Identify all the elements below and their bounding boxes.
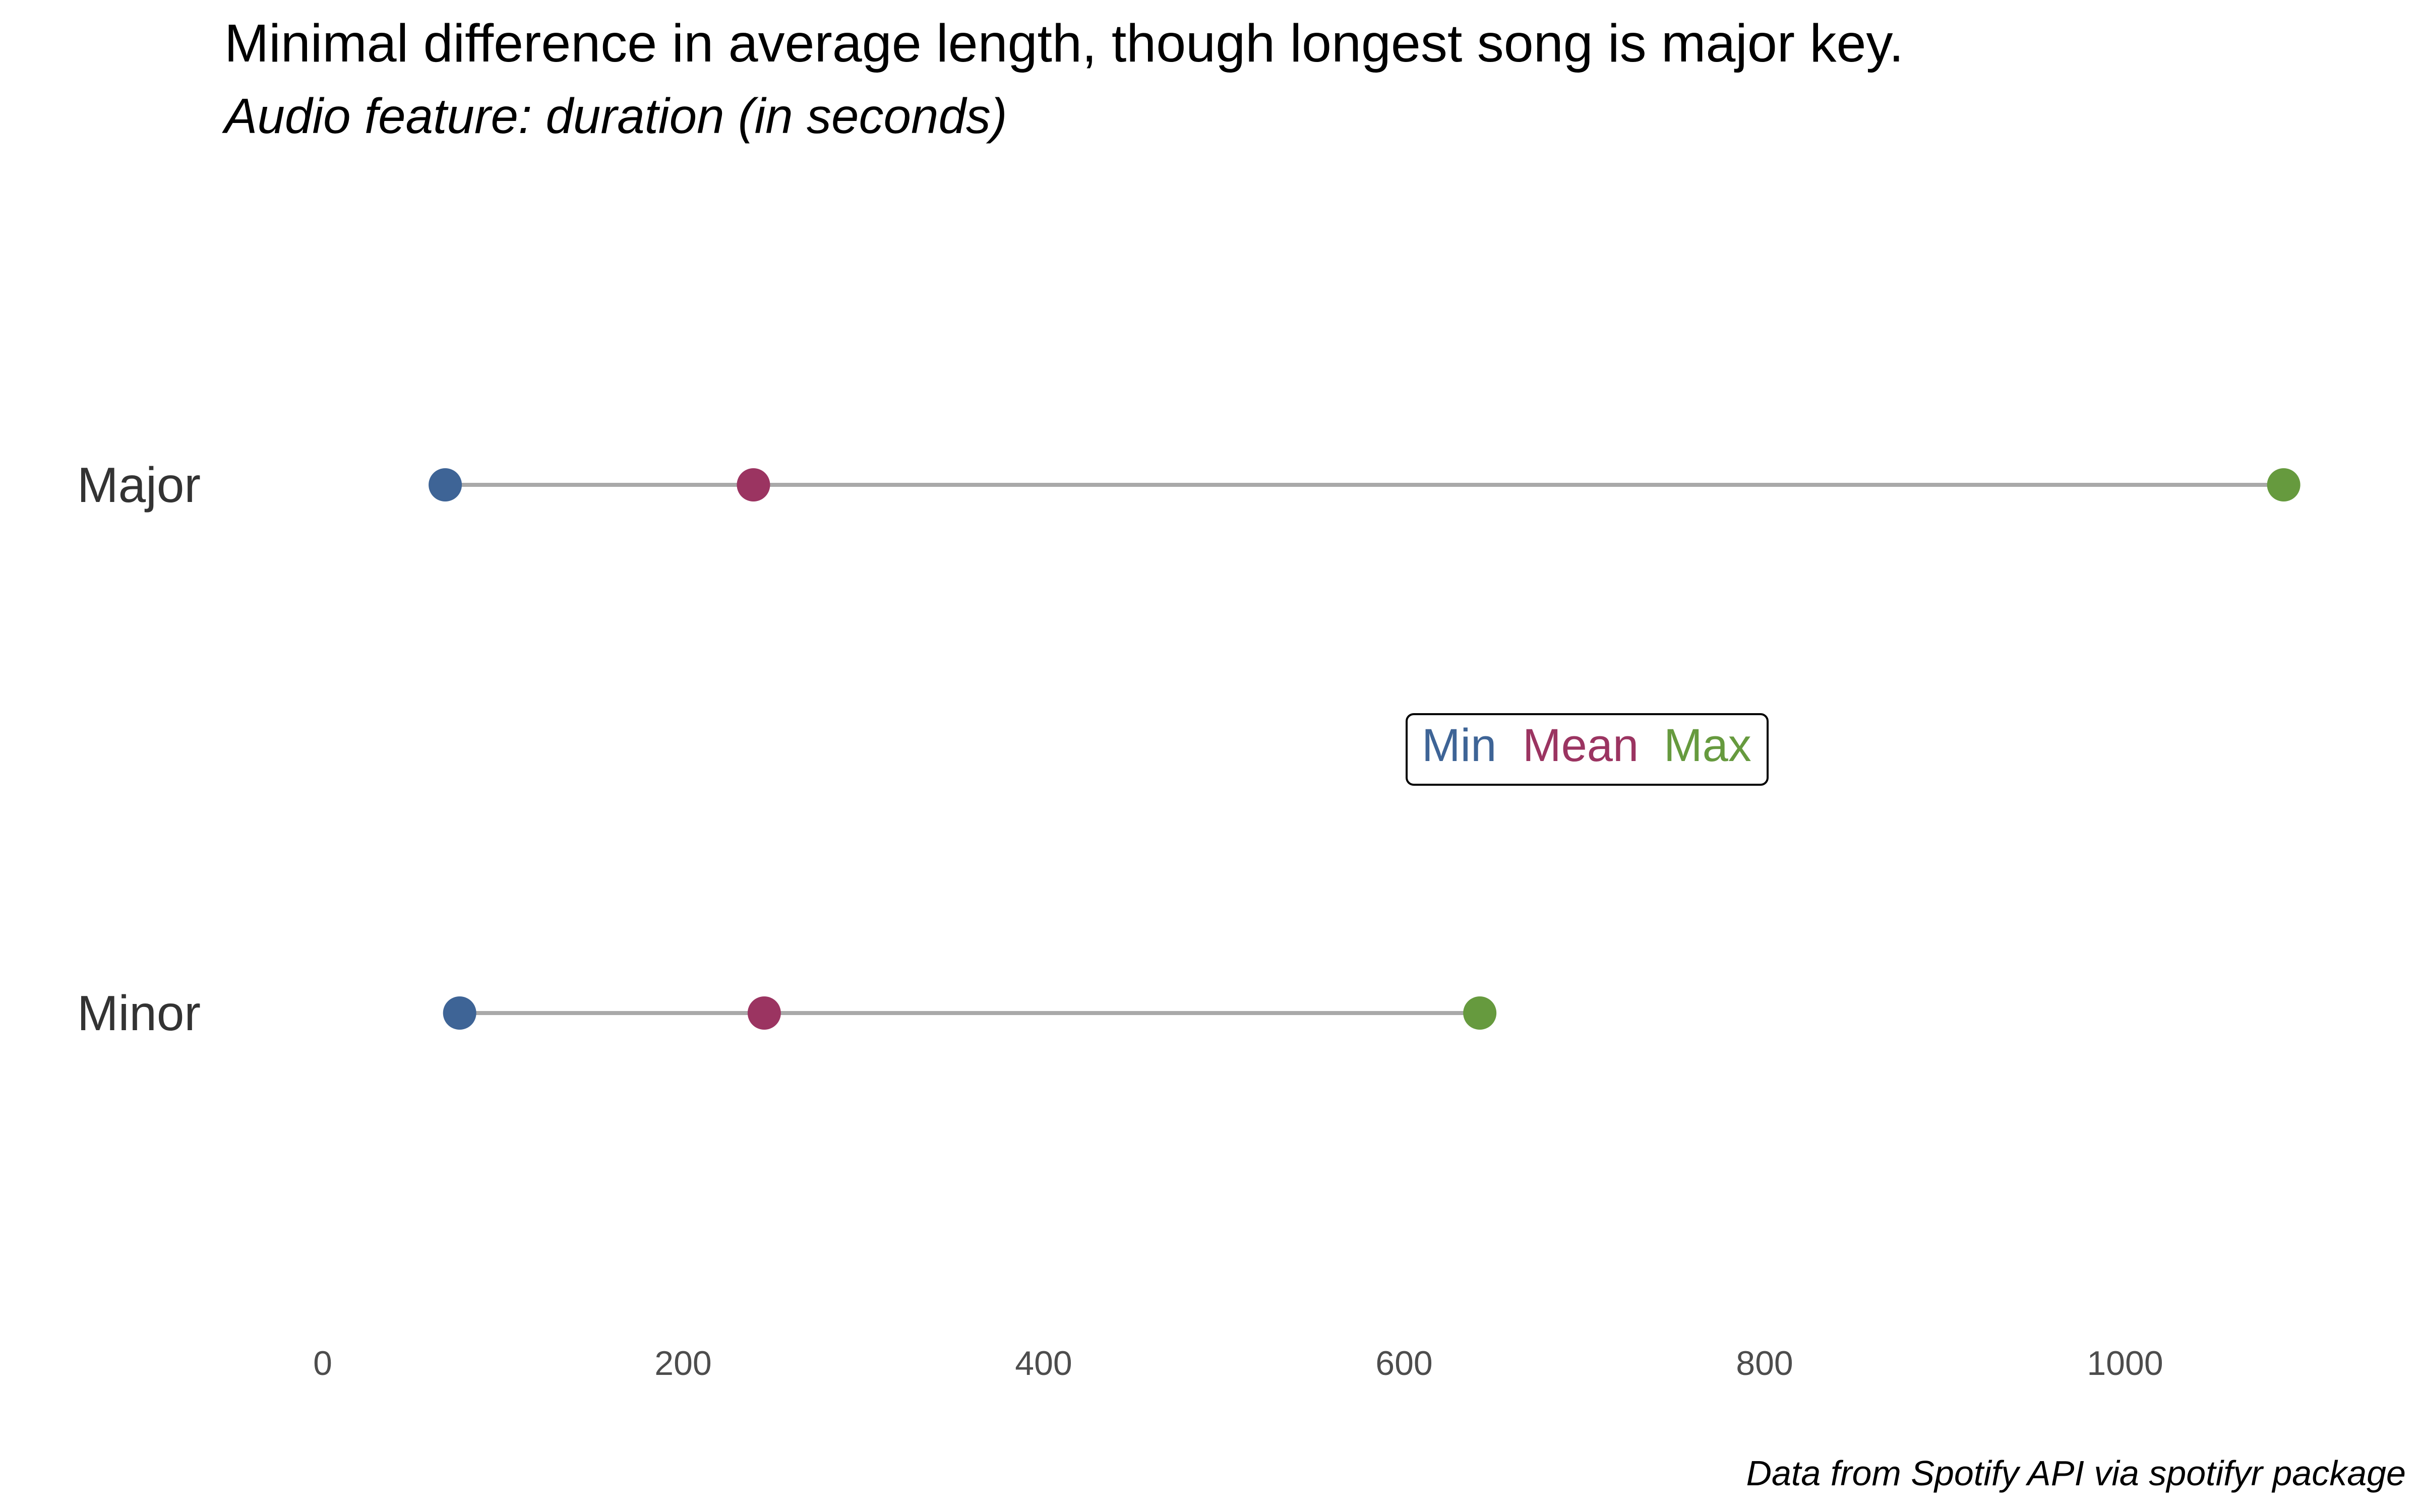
point-minor-max [1463, 996, 1497, 1030]
point-major-mean [737, 468, 770, 501]
category-label-major: Major [77, 457, 201, 513]
point-major-max [2267, 468, 2301, 501]
x-tick-label-1000: 1000 [2087, 1344, 2163, 1382]
chart-title: Minimal difference in average length, th… [224, 14, 1904, 73]
x-tick-label-400: 400 [1015, 1344, 1072, 1382]
x-tick-label-800: 800 [1736, 1344, 1793, 1382]
chart-subtitle: Audio feature: duration (in seconds) [222, 88, 1007, 144]
legend-entry-mean: Mean [1523, 720, 1639, 771]
legend: Min Mean Max [1406, 713, 1769, 786]
legend-items: Min Mean Max [1422, 720, 1751, 771]
rows-layer: Major Minor [77, 457, 2301, 1041]
legend-entry-max: Max [1664, 720, 1751, 771]
category-label-minor: Minor [77, 985, 201, 1041]
x-axis-ticks: 0 200 400 600 800 1000 [313, 1344, 2163, 1382]
x-tick-label-200: 200 [654, 1344, 711, 1382]
x-tick-label-600: 600 [1375, 1344, 1432, 1382]
point-minor-mean [747, 996, 781, 1030]
chart-caption: Data from Spotify API via spotifyr packa… [1746, 1454, 2406, 1493]
point-minor-min [443, 996, 476, 1030]
point-major-min [429, 468, 462, 501]
x-tick-label-0: 0 [313, 1344, 332, 1382]
legend-box [1406, 713, 1769, 786]
legend-entry-min: Min [1422, 720, 1496, 771]
